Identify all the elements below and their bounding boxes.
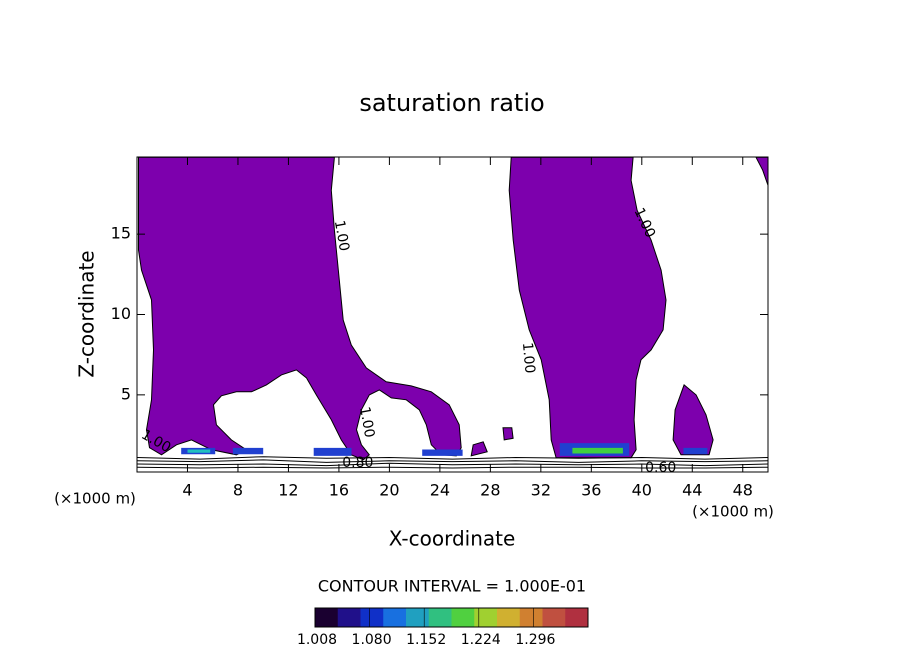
contour-line <box>136 456 769 460</box>
color-band <box>313 447 352 456</box>
contour-label: 1.00 <box>331 219 352 252</box>
colorbar-segment <box>360 608 384 627</box>
x-tick-label: 20 <box>379 481 399 500</box>
x-tick-label: 44 <box>682 481 702 500</box>
x-tick-label: 16 <box>329 481 349 500</box>
color-band <box>683 447 708 455</box>
colorbar-segment <box>383 608 407 627</box>
x-tick-label: 28 <box>480 481 500 500</box>
y-unit: (×1000 m) <box>54 490 136 508</box>
saturated-region <box>138 156 462 461</box>
x-tick-label: 12 <box>278 481 298 500</box>
x-tick-label: 40 <box>632 481 652 500</box>
colorbar-label: 1.296 <box>515 632 555 648</box>
colorbar-segment <box>406 608 430 627</box>
color-band <box>187 449 211 453</box>
x-axis-label: X-coordinate <box>389 527 516 551</box>
colorbar-segment <box>519 608 543 627</box>
colorbar-label: 1.152 <box>406 632 446 648</box>
color-band <box>232 447 264 455</box>
contour-line <box>136 466 769 469</box>
colorbar-segment <box>315 608 339 627</box>
saturated-region <box>470 441 488 457</box>
x-tick-label: 36 <box>581 481 601 500</box>
colorbar-segment <box>497 608 521 627</box>
x-tick-label: 8 <box>233 481 243 500</box>
contour-label: 1.00 <box>356 405 377 438</box>
x-tick-label: 48 <box>733 481 753 500</box>
color-band <box>422 449 463 456</box>
saturated-region <box>672 384 714 456</box>
colorbar-segment <box>451 608 475 627</box>
colorbar-label: 1.224 <box>461 632 501 648</box>
saturated-region <box>508 156 667 459</box>
y-tick-label: 15 <box>111 224 131 243</box>
saturated-region <box>502 427 514 441</box>
color-band <box>572 447 623 454</box>
contour-line <box>136 462 769 467</box>
x-tick-label: 32 <box>531 481 551 500</box>
colorbar-segment <box>542 608 566 627</box>
chart-title: saturation ratio <box>359 89 544 117</box>
colorbar-segment <box>337 608 361 627</box>
x-tick-label: 4 <box>182 481 192 500</box>
y-tick-label: 10 <box>111 304 131 323</box>
contour-line <box>136 459 769 463</box>
saturated-region <box>755 156 769 186</box>
contour-label: 0.60 <box>645 460 676 476</box>
colorbar-label: 1.008 <box>297 632 337 648</box>
x-unit: (×1000 m) <box>692 503 774 521</box>
contour-interval: CONTOUR INTERVAL = 1.000E-01 <box>318 577 586 596</box>
contour-label: 1.00 <box>519 342 538 374</box>
colorbar-segment <box>474 608 498 627</box>
colorbar-label: 1.080 <box>352 632 392 648</box>
colorbar-segment <box>565 608 589 627</box>
y-tick-label: 5 <box>121 384 131 403</box>
x-tick-label: 24 <box>430 481 450 500</box>
contour-label: 0.80 <box>342 455 373 471</box>
y-axis-label: Z-coordinate <box>75 250 99 377</box>
colorbar-segment <box>428 608 452 627</box>
